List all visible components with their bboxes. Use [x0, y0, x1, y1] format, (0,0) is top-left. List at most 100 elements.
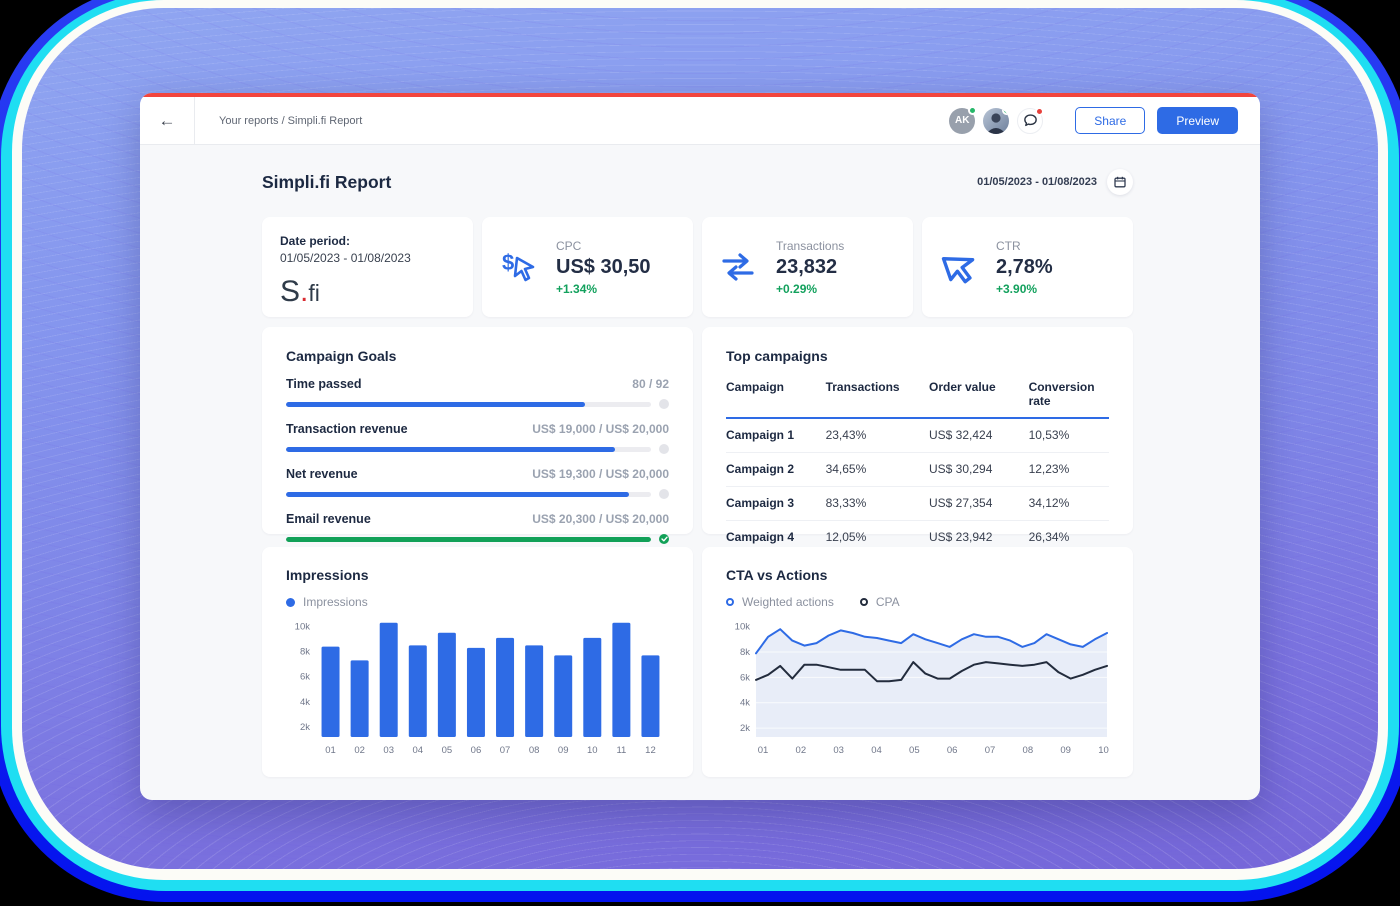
legend-item-weighted-actions[interactable]: Weighted actions	[726, 595, 834, 609]
kpi-label: Date period:	[280, 234, 351, 248]
svg-text:$: $	[502, 250, 514, 275]
svg-text:07: 07	[985, 745, 996, 756]
comments-button[interactable]	[1017, 106, 1045, 134]
svg-text:09: 09	[558, 745, 569, 756]
svg-text:01: 01	[758, 745, 769, 756]
panel-title: CTA vs Actions	[726, 567, 828, 583]
transfer-arrows-icon	[722, 253, 754, 281]
kpi-icon-wrap	[720, 234, 776, 300]
kpi-delta: +0.29%	[776, 281, 818, 296]
table-row: Campaign 3 83,33% US$ 27,354 34,12%	[726, 487, 1109, 521]
calendar-icon	[1114, 176, 1126, 188]
avatar-ak[interactable]: AK	[949, 105, 978, 134]
goal-progress-track	[286, 536, 651, 542]
svg-text:8k: 8k	[740, 647, 750, 658]
column-header: Transactions	[825, 380, 900, 394]
dollar-cursor-icon: $	[502, 250, 535, 282]
svg-text:8k: 8k	[300, 647, 310, 658]
goal-label: Time passed	[286, 377, 362, 391]
cell-campaign: Campaign 1	[726, 428, 795, 442]
kpi-label: CTR	[996, 238, 1021, 253]
goal-row: Transaction revenue US$ 19,000 / US$ 20,…	[286, 422, 669, 454]
goal-progress-track	[286, 446, 651, 452]
back-button[interactable]: ←	[140, 97, 195, 144]
goal-row: Time passed 80 / 92	[286, 377, 669, 409]
cta-vs-actions-panel: CTA vs Actions Weighted actions CPA 10k 8…	[702, 547, 1133, 777]
header-actions: AK Share	[941, 97, 1260, 144]
panel-row-2: Impressions Impressions 10k 8k 6k 4k 2k 01 02 0…	[262, 547, 1133, 777]
goal-progress-fill	[286, 446, 615, 452]
svg-text:05: 05	[442, 745, 453, 756]
goal-label: Transaction revenue	[286, 422, 408, 436]
svg-text:04: 04	[413, 745, 424, 756]
svg-text:11: 11	[616, 745, 626, 756]
goal-progress-fill	[286, 536, 651, 542]
legend-ring-icon	[726, 598, 734, 606]
column-header: Order value	[928, 380, 996, 394]
goal-value: 80 / 92	[632, 377, 669, 391]
top-campaigns-table: Campaign Transactions Order value Conver…	[726, 380, 1109, 555]
check-icon	[660, 536, 668, 542]
cell-campaign: Campaign 2	[726, 462, 795, 476]
goal-value: US$ 19,300 / US$ 20,000	[532, 467, 669, 481]
goal-progress-fill	[286, 401, 586, 407]
top-campaigns-panel: Top campaigns Campaign Transactions Orde…	[702, 327, 1133, 555]
kpi-card-transactions: Transactions 23,832 +0.29%	[702, 217, 913, 317]
kpi-card-ctr: CTR 2,78% +3.90%	[922, 217, 1133, 317]
svg-text:01: 01	[325, 745, 336, 756]
panel-title: Top campaigns	[726, 348, 828, 364]
kpi-value: 2,78%	[996, 255, 1053, 278]
cell-transactions: 83,33%	[825, 496, 867, 510]
online-status-dot	[1002, 107, 1010, 115]
svg-text:05: 05	[909, 745, 920, 756]
share-button-label: Share	[1094, 113, 1127, 128]
svg-text:04: 04	[871, 745, 882, 756]
goal-label: Net revenue	[286, 467, 358, 481]
cell-order-value: US$ 32,424	[928, 428, 993, 442]
impressions-bar-chart[interactable]: 10k 8k 6k 4k 2k 01 02 03 04 05 06 07 08 09 10 11 12	[286, 613, 669, 763]
legend-item-cpa[interactable]: CPA	[859, 595, 900, 609]
legend-label: Weighted actions	[742, 595, 834, 609]
legend-dot-icon	[286, 597, 295, 607]
goal-status-dot	[659, 534, 669, 544]
goal-value: US$ 19,000 / US$ 20,000	[532, 422, 669, 436]
impressions-legend: Impressions	[286, 595, 669, 609]
date-picker-button[interactable]	[1107, 169, 1133, 195]
simplifi-logo: S.fi	[280, 275, 455, 309]
goal-status-dot	[659, 489, 669, 499]
svg-text:03: 03	[383, 745, 394, 756]
legend-ring-icon	[859, 598, 868, 606]
cell-campaign: Campaign 3	[726, 496, 795, 510]
kpi-delta: +1.34%	[556, 281, 598, 296]
cell-order-value: US$ 23,942	[928, 530, 993, 544]
header-bar: ← Your reports / Simpli.fi Report AK	[140, 97, 1260, 145]
column-header: Conversion rate	[1028, 380, 1095, 408]
share-button[interactable]: Share	[1075, 107, 1146, 134]
back-arrow-icon: ←	[158, 110, 176, 130]
cell-conversion-rate: 12,23%	[1028, 462, 1070, 476]
svg-text:2k: 2k	[300, 722, 310, 733]
cell-order-value: US$ 27,354	[928, 496, 993, 510]
panel-row-1: Campaign Goals Time passed 80 / 92	[262, 327, 1133, 555]
svg-text:07: 07	[500, 745, 511, 756]
report-content: Simpli.fi Report 01/05/2023 - 01/08/2023	[140, 145, 1260, 777]
cell-transactions: 12,05%	[825, 530, 867, 544]
date-range-control: 01/05/2023 - 01/08/2023	[977, 169, 1133, 195]
kpi-label: CPC	[556, 238, 582, 253]
column-header: Campaign	[726, 380, 785, 394]
kpi-label: Transactions	[776, 238, 845, 253]
avatar-photo[interactable]	[983, 107, 1010, 134]
kpi-icon-wrap: $	[500, 234, 556, 300]
cell-transactions: 23,43%	[825, 428, 867, 442]
campaign-goals-panel: Campaign Goals Time passed 80 / 92	[262, 327, 693, 544]
report-card: ← Your reports / Simpli.fi Report AK	[140, 93, 1260, 800]
page-title: Simpli.fi Report	[262, 171, 392, 192]
svg-text:6k: 6k	[740, 672, 750, 683]
preview-button-label: Preview	[1176, 113, 1219, 128]
table-row: Campaign 4 12,05% US$ 23,942 26,34%	[726, 521, 1109, 555]
cta-legend: Weighted actions CPA	[726, 595, 1109, 609]
legend-item-impressions[interactable]: Impressions	[286, 595, 368, 609]
preview-button[interactable]: Preview	[1157, 107, 1238, 134]
kpi-value: US$ 30,50	[556, 255, 651, 278]
cta-line-chart[interactable]: 10k 8k 6k 4k 2k 01 02 03 04 05 06 07 08 09 10	[726, 613, 1111, 763]
